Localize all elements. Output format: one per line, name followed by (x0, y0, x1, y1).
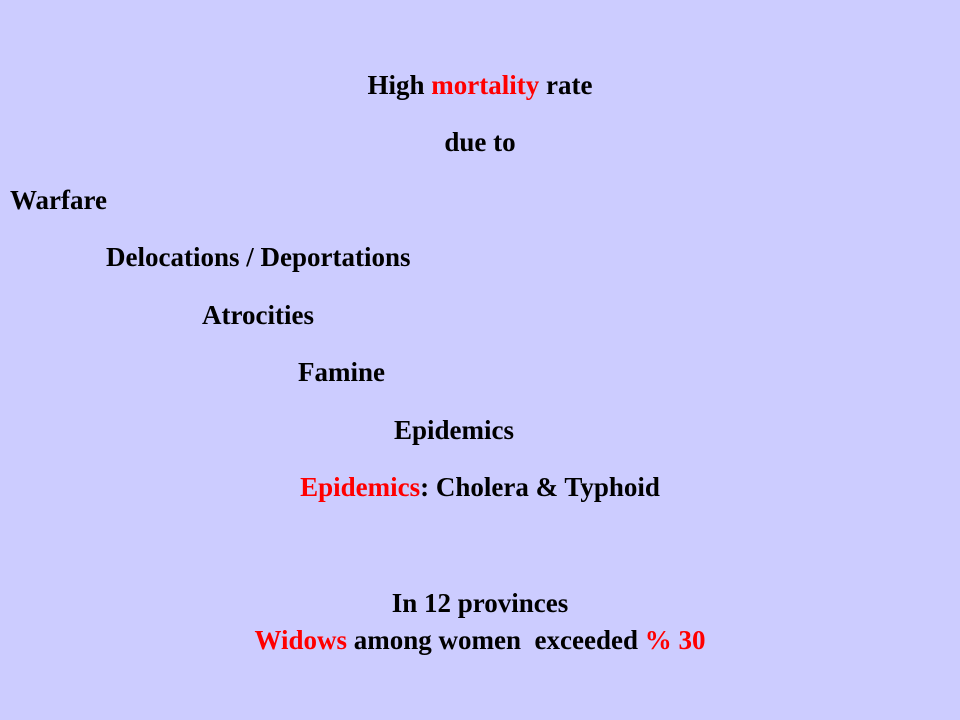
heading-line: High mortality rate (0, 69, 960, 101)
widows-middle-text: among women exceeded (347, 625, 645, 655)
due-to-line: due to (444, 127, 516, 157)
percent-highlight: % 30 (644, 625, 706, 655)
provinces-line: In 12 provinces (391, 588, 569, 618)
widows-line: Widows among women exceeded % 30 (0, 624, 960, 656)
heading-text-start: High (367, 70, 432, 100)
widows-highlight: Widows (254, 625, 348, 655)
mortality-highlight: mortality (431, 70, 540, 100)
cause-epidemics: Epidemics (394, 415, 515, 445)
epidemics-detail-line: Epidemics: Cholera & Typhoid (0, 471, 960, 503)
cause-atrocities: Atrocities (202, 300, 314, 330)
cause-warfare: Warfare (10, 185, 107, 215)
epidemics-highlight: Epidemics (300, 472, 421, 502)
cause-famine: Famine (298, 357, 385, 387)
heading-text-end: rate (539, 70, 593, 100)
cause-delocations: Delocations / Deportations (106, 242, 411, 272)
epidemics-detail-text: : Cholera & Typhoid (420, 472, 660, 502)
